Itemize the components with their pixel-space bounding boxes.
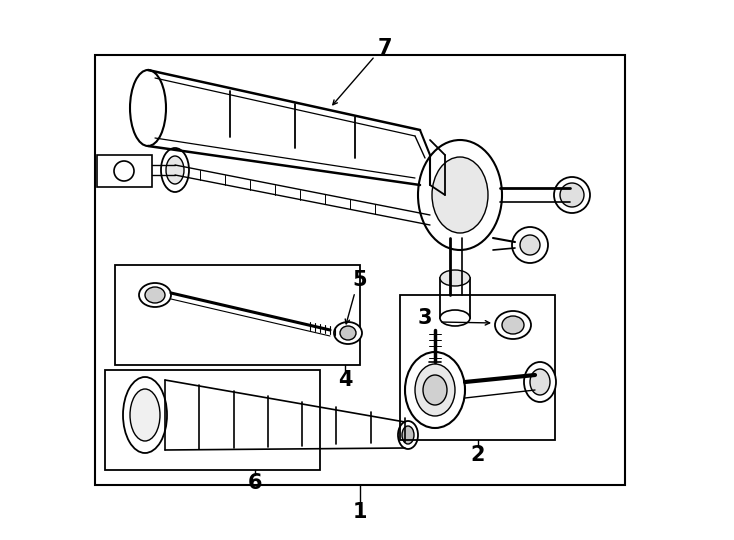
- Ellipse shape: [139, 283, 171, 307]
- Ellipse shape: [114, 161, 134, 181]
- Ellipse shape: [432, 157, 488, 233]
- Ellipse shape: [440, 310, 470, 326]
- Ellipse shape: [530, 369, 550, 395]
- Ellipse shape: [554, 177, 590, 213]
- Ellipse shape: [334, 322, 362, 344]
- Ellipse shape: [502, 316, 524, 334]
- Ellipse shape: [340, 326, 356, 340]
- Ellipse shape: [520, 235, 540, 255]
- Ellipse shape: [524, 362, 556, 402]
- Text: 7: 7: [378, 38, 392, 58]
- Text: 1: 1: [353, 502, 367, 522]
- Ellipse shape: [145, 287, 165, 303]
- Ellipse shape: [423, 375, 447, 405]
- Bar: [115, 265, 360, 365]
- Ellipse shape: [398, 421, 418, 449]
- Bar: [95, 55, 625, 485]
- Bar: [400, 295, 555, 440]
- Ellipse shape: [415, 364, 455, 416]
- Text: 2: 2: [470, 445, 485, 465]
- Text: 5: 5: [353, 270, 367, 290]
- Ellipse shape: [166, 156, 184, 184]
- Ellipse shape: [161, 148, 189, 192]
- Ellipse shape: [130, 70, 166, 146]
- Ellipse shape: [560, 183, 584, 207]
- Ellipse shape: [405, 352, 465, 428]
- Bar: [97, 155, 152, 187]
- Ellipse shape: [130, 389, 160, 441]
- Ellipse shape: [402, 426, 414, 444]
- Ellipse shape: [495, 311, 531, 339]
- Ellipse shape: [418, 140, 502, 250]
- Bar: [105, 370, 320, 470]
- Text: 3: 3: [418, 308, 432, 328]
- Ellipse shape: [512, 227, 548, 263]
- Text: 4: 4: [338, 370, 352, 390]
- Bar: [440, 278, 470, 318]
- Ellipse shape: [123, 377, 167, 453]
- Text: 6: 6: [248, 473, 262, 493]
- Ellipse shape: [440, 270, 470, 286]
